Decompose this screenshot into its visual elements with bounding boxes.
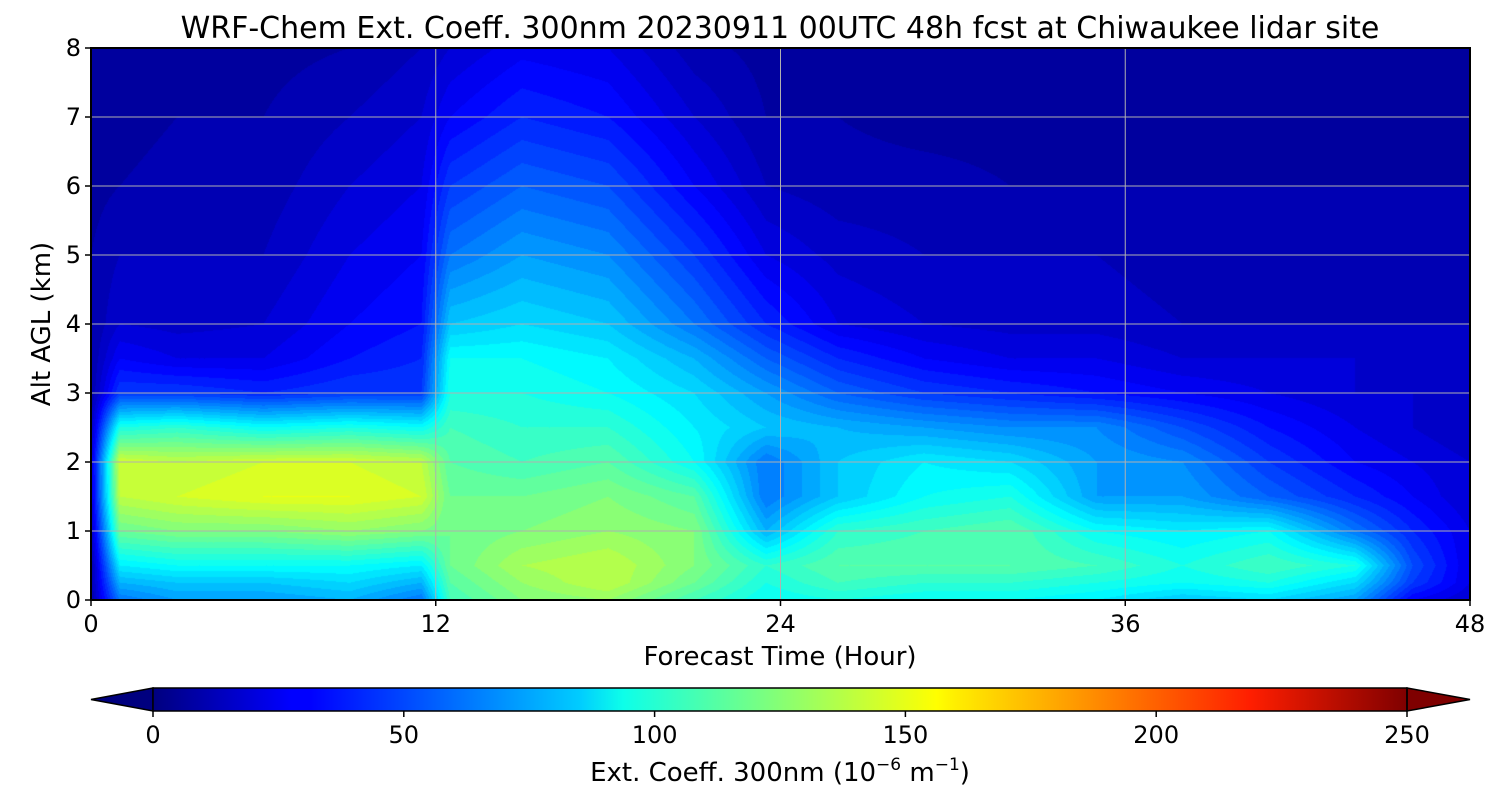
y-tick-label: 4 (66, 310, 81, 338)
colorbar-label-main: Ext. Coeff. 300nm (10 (590, 758, 876, 788)
colorbar-ticks: 0 50 100 150 200 250 (145, 711, 1430, 749)
x-tick-label: 0 (83, 610, 98, 638)
colorbar-tick-label: 100 (632, 721, 678, 749)
grid-lines (91, 48, 1470, 600)
colorbar-label: Ext. Coeff. 300nm (10−6 m−1) (590, 755, 970, 788)
colorbar: 0 50 100 150 200 250 Ext. Coeff. 300nm (10−6 … (90, 687, 1471, 788)
y-tick-label: 5 (66, 241, 81, 269)
x-axis-label: Forecast Time (Hour) (643, 642, 916, 672)
y-tick-label: 0 (66, 586, 81, 614)
y-tick-label: 8 (66, 34, 81, 62)
colorbar-label-end: ) (960, 758, 970, 788)
colorbar-tick-label: 250 (1384, 721, 1430, 749)
colorbar-tick-label: 50 (389, 721, 420, 749)
colorbar-tick-label: 200 (1133, 721, 1179, 749)
y-axis: 0 1 2 3 4 5 6 7 8 (66, 34, 91, 614)
y-tick-label: 1 (66, 517, 81, 545)
y-tick-label: 2 (66, 448, 81, 476)
colorbar-label-exp2: −1 (935, 755, 960, 775)
y-tick-label: 6 (66, 172, 81, 200)
y-tick-label: 3 (66, 379, 81, 407)
colorbar-label-exp1: −6 (876, 755, 901, 775)
colorbar-frame (152, 687, 1408, 712)
plot-area (90, 47, 1471, 601)
y-tick-label: 7 (66, 103, 81, 131)
colorbar-label-mid: m (901, 758, 935, 788)
y-axis-label: Alt AGL (km) (27, 242, 57, 406)
x-axis: 0 12 24 36 48 (83, 600, 1485, 638)
colorbar-tick-label: 0 (145, 721, 160, 749)
colorbar-gradient (153, 688, 1407, 711)
x-tick-label: 48 (1455, 610, 1486, 638)
colorbar-extend-min (90, 687, 154, 712)
colorbar-tick-label: 150 (882, 721, 928, 749)
x-tick-label: 24 (765, 610, 796, 638)
chart-title: WRF-Chem Ext. Coeff. 300nm 20230911 00UT… (181, 11, 1380, 46)
x-tick-label: 12 (420, 610, 451, 638)
colorbar-extend-max (1406, 687, 1471, 712)
x-tick-label: 36 (1110, 610, 1141, 638)
